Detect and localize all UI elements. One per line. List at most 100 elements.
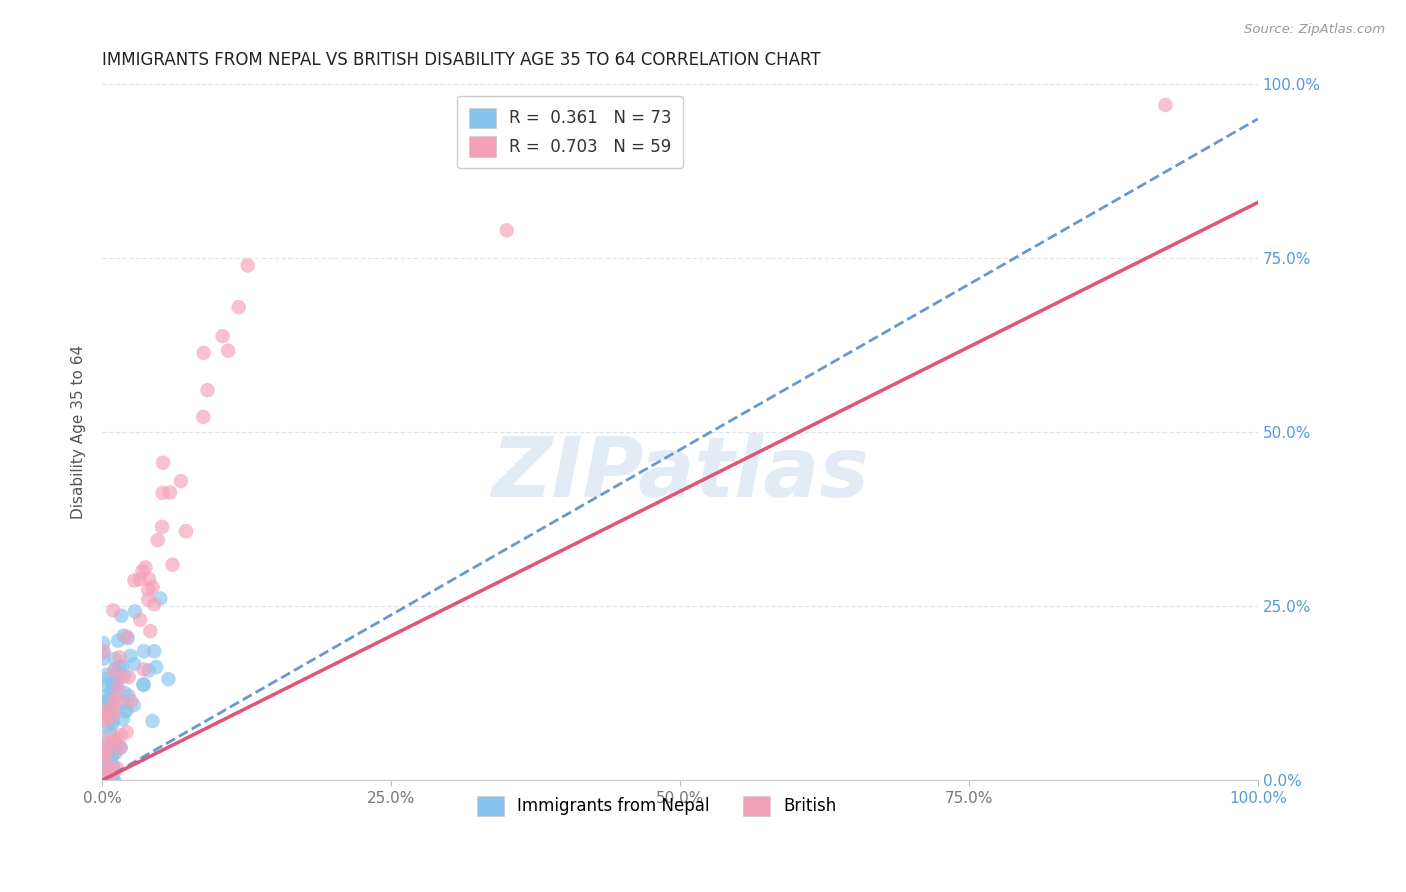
Point (1154, 98, 1177, 112)
Point (174, 524, 197, 539)
Point (170, 474, 193, 488)
Point (101, 676, 124, 690)
Point (93, 704, 115, 718)
Point (96, 741, 118, 756)
Point (110, 670, 132, 684)
Point (98, 703, 121, 717)
Point (217, 343, 239, 358)
Point (93, 690, 115, 704)
Legend: Immigrants from Nepal, British: Immigrants from Nepal, British (470, 787, 845, 824)
Point (94, 750, 117, 764)
Point (93, 652, 115, 666)
Point (100, 773, 122, 788)
Point (100, 702, 122, 716)
Point (100, 683, 122, 698)
Point (103, 736, 125, 750)
Point (104, 678, 127, 692)
Point (139, 624, 162, 639)
Point (96, 678, 118, 692)
Point (93, 732, 115, 747)
Point (136, 582, 159, 597)
Y-axis label: Disability Age 35 to 64: Disability Age 35 to 64 (72, 345, 86, 519)
Point (145, 660, 167, 674)
Point (228, 300, 250, 314)
Point (108, 659, 131, 673)
Point (117, 631, 139, 645)
Point (93, 756, 115, 771)
Point (103, 694, 125, 708)
Point (211, 329, 233, 343)
Point (93, 747, 115, 761)
Point (117, 689, 139, 703)
Point (105, 666, 128, 681)
Point (104, 746, 127, 760)
Point (97, 764, 120, 779)
Point (103, 773, 125, 788)
Point (93, 636, 115, 650)
Point (93, 644, 115, 658)
Point (110, 608, 132, 623)
Point (132, 644, 155, 658)
Point (111, 712, 134, 726)
Point (114, 705, 136, 719)
Point (98, 694, 121, 708)
Point (96, 719, 118, 733)
Point (93, 706, 115, 720)
Point (105, 761, 128, 775)
Point (104, 731, 127, 745)
Point (97, 747, 120, 761)
Point (150, 520, 173, 534)
Point (110, 740, 132, 755)
Text: IMMIGRANTS FROM NEPAL VS BRITISH DISABILITY AGE 35 TO 64 CORRELATION CHART: IMMIGRANTS FROM NEPAL VS BRITISH DISABIL… (103, 51, 821, 69)
Point (101, 681, 124, 696)
Point (105, 678, 128, 692)
Point (97, 764, 120, 779)
Point (96, 668, 118, 682)
Point (98, 752, 121, 766)
Point (103, 664, 125, 678)
Point (103, 734, 125, 748)
Point (132, 678, 155, 692)
Point (197, 383, 219, 397)
Point (101, 709, 124, 723)
Point (124, 574, 146, 588)
Point (110, 728, 132, 742)
Point (129, 613, 152, 627)
Point (120, 694, 142, 708)
Point (115, 703, 138, 717)
Point (93, 646, 115, 660)
Point (100, 714, 122, 729)
Point (114, 686, 136, 700)
Point (97, 694, 120, 708)
Point (138, 572, 160, 586)
Point (101, 716, 124, 731)
Point (115, 725, 138, 739)
Point (107, 693, 129, 707)
Point (120, 648, 142, 663)
Point (152, 486, 174, 500)
Point (107, 681, 129, 695)
Point (103, 773, 125, 788)
Point (103, 704, 125, 718)
Point (143, 597, 166, 611)
Point (124, 604, 146, 618)
Point (122, 657, 145, 672)
Point (193, 346, 215, 360)
Point (111, 659, 134, 673)
Point (132, 662, 155, 676)
Point (132, 677, 155, 691)
Point (94, 714, 117, 728)
Point (159, 485, 181, 500)
Point (134, 560, 156, 574)
Point (112, 629, 135, 643)
Point (97, 758, 120, 772)
Point (112, 668, 135, 682)
Point (93, 706, 115, 720)
Text: ZIPatlas: ZIPatlas (491, 434, 869, 515)
Point (131, 564, 153, 578)
Point (103, 735, 125, 749)
Point (103, 711, 125, 725)
Point (193, 409, 215, 424)
Point (101, 759, 124, 773)
Point (128, 572, 150, 586)
